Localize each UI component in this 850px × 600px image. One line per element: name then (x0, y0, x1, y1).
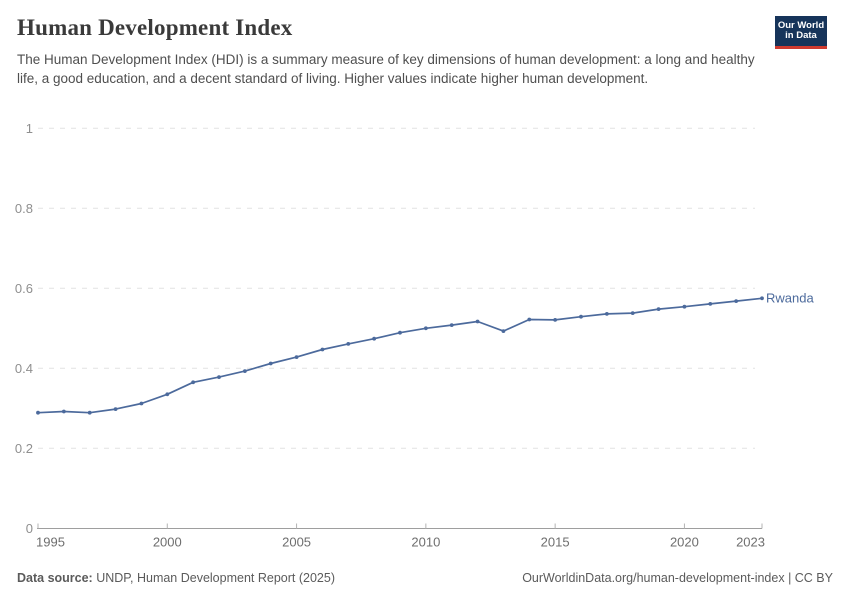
y-tick-label: 0 (26, 521, 33, 536)
data-point[interactable] (36, 410, 40, 415)
x-tick-label: 2000 (153, 535, 182, 550)
data-point[interactable] (191, 380, 196, 385)
data-point[interactable] (553, 318, 558, 322)
data-point[interactable] (760, 296, 764, 301)
y-tick-label: 0.4 (15, 361, 33, 376)
chart-canvas: 0 0.2 0.4 0.6 0.8 1 1995 2000 2005 2010 2015 2020 20… (15, 121, 765, 550)
series-label-rwanda[interactable]: Rwanda (766, 290, 814, 306)
chart-footer: Data source: UNDP, Human Development Rep… (17, 571, 833, 585)
y-tick-label: 1 (26, 121, 33, 136)
data-point[interactable] (87, 410, 92, 415)
data-source-text: UNDP, Human Development Report (2025) (92, 571, 335, 585)
y-tick-label: 0.6 (15, 281, 33, 296)
owid-logo-line2: in Data (785, 30, 817, 41)
data-point[interactable] (708, 302, 713, 306)
y-tick-label: 0.8 (15, 201, 33, 216)
owid-logo[interactable]: Our World in Data (775, 16, 827, 49)
data-point[interactable] (268, 361, 273, 366)
data-point[interactable] (475, 319, 480, 324)
trend-line[interactable] (37, 297, 763, 414)
data-point[interactable] (139, 401, 144, 406)
data-point[interactable] (604, 312, 609, 316)
data-point[interactable] (527, 317, 532, 322)
data-point[interactable] (372, 336, 377, 341)
x-tick-label: 2023 (736, 535, 765, 550)
x-tick-label: 2020 (670, 535, 699, 550)
data-point[interactable] (682, 304, 687, 309)
x-tick-label: 1995 (36, 535, 65, 550)
chart-subtitle: The Human Development Index (HDI) is a s… (17, 52, 755, 86)
data-point[interactable] (398, 330, 402, 335)
data-point[interactable] (346, 342, 351, 346)
citation-text: OurWorldinData.org/human-development-ind… (522, 571, 833, 585)
data-source-note: Data source: UNDP, Human Development Rep… (17, 571, 335, 585)
data-point[interactable] (449, 323, 454, 327)
data-point[interactable] (61, 409, 66, 414)
data-point[interactable] (501, 329, 506, 333)
data-point[interactable] (113, 407, 118, 411)
data-point[interactable] (294, 355, 299, 359)
data-point[interactable] (579, 314, 583, 319)
data-point[interactable] (656, 307, 661, 311)
data-point[interactable] (630, 311, 635, 315)
chart-header: Human Development Index The Human Develo… (0, 0, 850, 88)
data-point[interactable] (320, 347, 325, 352)
x-tick-label: 2005 (282, 535, 311, 550)
x-tick-label: 2015 (541, 535, 570, 550)
owid-logo-line1: Our World (777, 19, 825, 31)
data-point[interactable] (242, 369, 247, 373)
x-tick-label: 2010 (411, 535, 440, 550)
data-point[interactable] (734, 299, 739, 303)
data-point[interactable] (423, 326, 428, 331)
page-title: Human Development Index (17, 15, 293, 40)
data-point[interactable] (217, 375, 221, 379)
y-tick-label: 0.2 (15, 441, 33, 456)
data-point[interactable] (165, 392, 170, 397)
data-source-label: Data source: (17, 571, 93, 585)
